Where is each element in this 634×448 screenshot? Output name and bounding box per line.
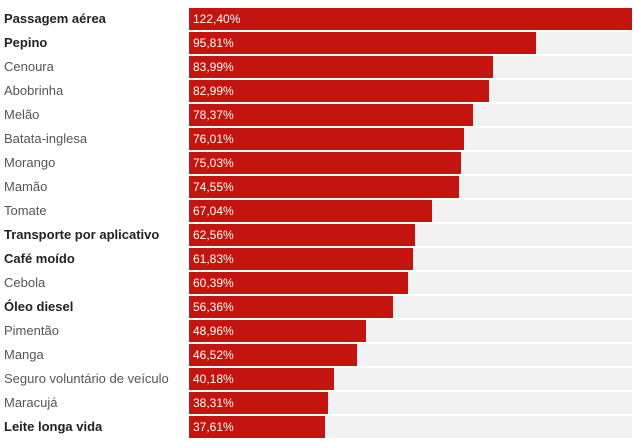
bar: 48,96% [189,320,367,342]
value-label: 38,31% [193,396,234,410]
bar-track: 61,83% [189,248,632,270]
category-label: Cebola [4,275,46,290]
bar: 122,40% [189,8,632,30]
bar-track: 76,01% [189,128,632,150]
bar: 46,52% [189,344,358,366]
bar-row: Maracujá 38,31% [0,392,634,414]
bar-track: 78,37% [189,104,632,126]
bar-row: Melão 78,37% [0,104,634,126]
value-label: 62,56% [193,228,234,242]
category-label: Óleo diesel [4,299,74,314]
bar-track: 95,81% [189,32,632,54]
category-label: Morango [4,155,56,170]
bar: 74,55% [189,176,459,198]
bar: 75,03% [189,152,461,174]
bar-track: 83,99% [189,56,632,78]
value-label: 75,03% [193,156,234,170]
bar-row: Cenoura 83,99% [0,56,634,78]
bar-row: Cebola 60,39% [0,272,634,294]
value-label: 48,96% [193,324,234,338]
bar-row: Manga 46,52% [0,344,634,366]
bar: 95,81% [189,32,536,54]
bar: 76,01% [189,128,465,150]
category-label: Batata-inglesa [4,131,88,146]
category-label: Pimentão [4,323,59,338]
bar-row: Pepino 95,81% [0,32,634,54]
bar: 82,99% [189,80,490,102]
value-label: 60,39% [193,276,234,290]
value-label: 67,04% [193,204,234,218]
value-label: 40,18% [193,372,234,386]
bar-track: 82,99% [189,80,632,102]
bar-track: 40,18% [189,368,632,390]
bar: 67,04% [189,200,432,222]
value-label: 122,40% [193,12,241,26]
bar-track: 75,03% [189,152,632,174]
bar-row: Seguro voluntário de veículo 40,18% [0,368,634,390]
bar-track: 67,04% [189,200,632,222]
bar: 40,18% [189,368,335,390]
bar-row: Leite longa vida 37,61% [0,416,634,438]
category-label: Transporte por aplicativo [4,227,160,242]
bar-track: 48,96% [189,320,632,342]
bar-track: 37,61% [189,416,632,438]
bar-track: 46,52% [189,344,632,366]
bar: 62,56% [189,224,416,246]
bar-row: Pimentão 48,96% [0,320,634,342]
category-label: Mamão [4,179,48,194]
category-label: Abobrinha [4,83,64,98]
category-label: Pepino [4,35,48,50]
bar: 56,36% [189,296,393,318]
bar: 78,37% [189,104,473,126]
bar-track: 38,31% [189,392,632,414]
value-label: 61,83% [193,252,234,266]
bar-track: 60,39% [189,272,632,294]
value-label: 76,01% [193,132,234,146]
value-label: 82,99% [193,84,234,98]
bar-row: Morango 75,03% [0,152,634,174]
bar-row: Mamão 74,55% [0,176,634,198]
category-label: Café moído [4,251,75,266]
bar: 60,39% [189,272,408,294]
category-label: Leite longa vida [4,419,103,434]
value-label: 37,61% [193,420,234,434]
category-label: Cenoura [4,59,54,74]
value-label: 83,99% [193,60,234,74]
category-label: Passagem aérea [4,11,106,26]
category-label: Melão [4,107,40,122]
bar-row: Passagem aérea 122,40% [0,8,634,30]
bar-row: Óleo diesel 56,36% [0,296,634,318]
bar-track: 62,56% [189,224,632,246]
bar-row: Café moído 61,83% [0,248,634,270]
value-label: 74,55% [193,180,234,194]
bar-row: Transporte por aplicativo 62,56% [0,224,634,246]
category-label: Manga [4,347,44,362]
bar-track: 122,40% [189,8,632,30]
value-label: 46,52% [193,348,234,362]
value-label: 95,81% [193,36,234,50]
category-label: Seguro voluntário de veículo [4,371,169,386]
bar-track: 74,55% [189,176,632,198]
category-label: Maracujá [4,395,58,410]
value-label: 78,37% [193,108,234,122]
bar: 37,61% [189,416,326,438]
value-label: 56,36% [193,300,234,314]
bar-row: Batata-inglesa 76,01% [0,128,634,150]
bar-row: Tomate 67,04% [0,200,634,222]
bar: 61,83% [189,248,413,270]
bar: 83,99% [189,56,493,78]
category-label: Tomate [4,203,47,218]
bar: 38,31% [189,392,328,414]
bar-track: 56,36% [189,296,632,318]
bar-row: Abobrinha 82,99% [0,80,634,102]
